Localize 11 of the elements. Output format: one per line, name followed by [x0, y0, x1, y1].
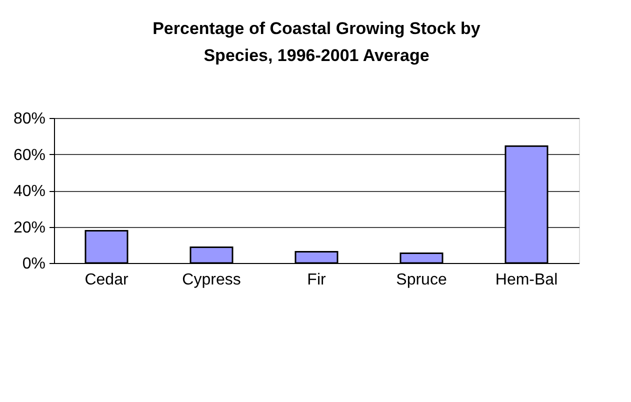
x-tick-label: Cedar — [84, 272, 129, 288]
chart-title: Percentage of Coastal Growing Stock by Species, 1996-2001 Average — [152, 19, 481, 65]
x-tick-label: Spruce — [396, 272, 447, 288]
x-tick-label: Hem-Bal — [495, 272, 558, 288]
y-tick-label: 60% — [13, 146, 46, 164]
x-tick-label: Cypress — [182, 272, 241, 288]
y-tick-label: 40% — [13, 183, 46, 200]
y-tick-label: 0% — [22, 256, 46, 272]
x-tick-label: Fir — [307, 272, 326, 288]
y-tick-label: 20% — [13, 219, 46, 236]
y-tick-label: 80% — [13, 110, 46, 128]
